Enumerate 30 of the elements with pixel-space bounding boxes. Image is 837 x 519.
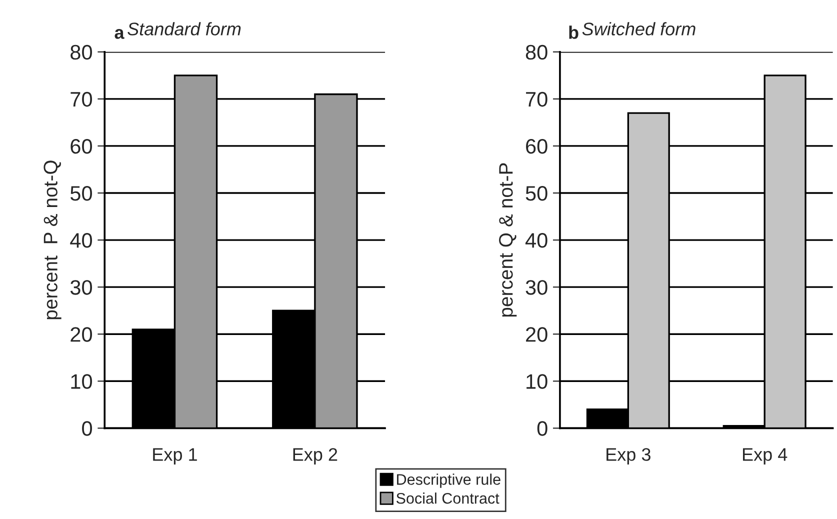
legend-label: Social Contract — [396, 492, 500, 504]
text: b — [569, 26, 578, 39]
y-tick-label: 10 — [526, 374, 548, 389]
legend-label: Descriptive rule — [397, 474, 500, 488]
y-axis-title: percent P & not-Q — [44, 160, 62, 320]
y-tick-label: 30 — [526, 280, 548, 295]
x-tick-label: Exp 1 — [153, 448, 197, 464]
text: a — [114, 29, 124, 39]
y-tick-label: 50 — [70, 186, 92, 201]
y-tick-label: 50 — [526, 186, 548, 201]
y-tick-label: 0 — [537, 421, 548, 436]
y-tick-label: 80 — [526, 44, 548, 60]
y-tick-label: 80 — [70, 44, 92, 60]
y-tick-label: 20 — [526, 327, 548, 342]
y-tick-label: 60 — [70, 138, 92, 154]
chart-title: Switched form — [582, 22, 696, 36]
y-tick-label: 0 — [82, 421, 92, 436]
chart-title: Standard form — [128, 22, 241, 36]
y-tick-label: 40 — [70, 233, 92, 248]
y-tick-label: 70 — [526, 92, 548, 107]
x-tick-label: Exp 3 — [606, 448, 650, 464]
y-tick-label: 40 — [525, 233, 548, 248]
x-tick-label: Exp 2 — [293, 448, 338, 464]
x-tick-label: Exp 4 — [742, 448, 788, 464]
y-tick-label: 30 — [70, 280, 92, 295]
y-tick-label: 10 — [71, 374, 92, 389]
y-tick-label: 60 — [526, 138, 548, 154]
y-tick-label: 20 — [70, 327, 92, 342]
y-tick-label: 70 — [70, 92, 92, 107]
y-axis-title: percent Q & not-P — [499, 163, 517, 317]
